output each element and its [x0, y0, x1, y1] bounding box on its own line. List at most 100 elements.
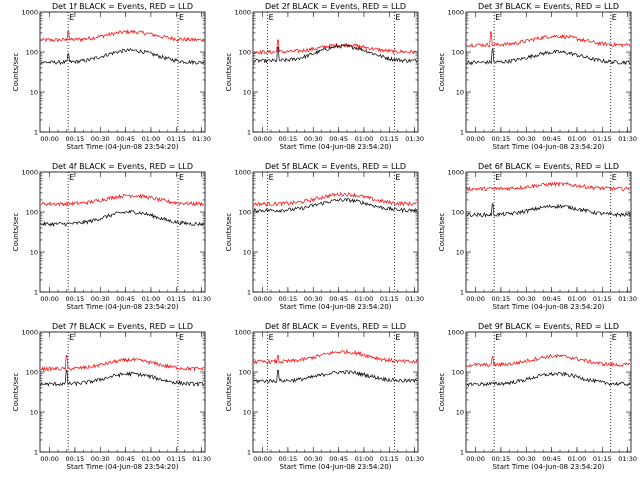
series-line-lld [466, 181, 631, 192]
y-tick-label: 1000 [234, 168, 251, 176]
y-tick-label: 10 [456, 248, 464, 256]
x-tick-label: 01:15 [380, 455, 399, 463]
chart-title: Det 5f BLACK = Events, RED = LLD [265, 162, 406, 171]
y-axis-label: Counts/sec [225, 213, 233, 252]
y-axis-label: Counts/sec [438, 53, 446, 92]
x-tick-label: 01:00 [142, 135, 161, 143]
x-tick-label: 01:15 [593, 455, 612, 463]
marker-label: E [269, 173, 274, 182]
x-tick-label: 00:15 [66, 295, 85, 303]
series-line-events [40, 209, 205, 228]
series-line-events [466, 203, 631, 218]
x-tick-label: 00:00 [253, 455, 272, 463]
y-tick-label: 10 [456, 88, 464, 96]
x-axis-label: Start Time (04-Jun-08 23:54:20) [280, 143, 392, 151]
chart-title: Det 1f BLACK = Events, RED = LLD [52, 2, 193, 11]
x-tick-label: 00:00 [466, 135, 485, 143]
chart-panel-5: Det 5f BLACK = Events, RED = LLD 1 10 100 10… [225, 162, 424, 311]
chart-title: Det 9f BLACK = Events, RED = LLD [478, 322, 619, 331]
series-line-lld [466, 31, 631, 48]
x-tick-label: 00:00 [253, 295, 272, 303]
x-tick-label: 00:45 [116, 295, 135, 303]
x-tick-label: 00:30 [91, 135, 110, 143]
marker-label: E [269, 13, 274, 22]
y-tick-label: 1 [460, 288, 464, 296]
y-tick-label: 1 [460, 448, 464, 456]
marker-label: E [269, 333, 274, 342]
x-axis-label: Start Time (04-Jun-08 23:54:20) [280, 303, 392, 311]
series-line-lld [253, 191, 417, 207]
series-line-events [40, 369, 205, 388]
plot-frame [252, 331, 419, 453]
x-tick-label: 00:00 [466, 455, 485, 463]
y-tick-label: 1000 [447, 328, 464, 336]
plot-frame [252, 171, 419, 293]
x-tick-label: 00:30 [91, 455, 110, 463]
plot-frame [465, 11, 632, 133]
x-tick-label: 00:30 [304, 135, 323, 143]
series-line-lld [253, 39, 418, 55]
x-tick-label: 01:30 [618, 295, 637, 303]
marker-label: E [69, 333, 74, 342]
y-tick-label: 100 [452, 48, 464, 56]
x-tick-label: 01:00 [142, 295, 161, 303]
y-tick-label: 100 [26, 368, 38, 376]
series-line-events [466, 371, 631, 387]
x-tick-label: 01:30 [405, 455, 424, 463]
x-tick-label: 00:45 [116, 135, 135, 143]
x-tick-label: 00:00 [40, 295, 59, 303]
x-tick-label: 01:15 [593, 135, 612, 143]
y-tick-label: 10 [30, 408, 38, 416]
x-tick-label: 00:00 [466, 295, 485, 303]
marker-label: E [179, 333, 184, 342]
x-tick-label: 01:30 [192, 295, 211, 303]
x-tick-label: 00:15 [492, 135, 511, 143]
x-tick-label: 00:15 [66, 455, 85, 463]
x-tick-label: 01:00 [142, 455, 161, 463]
y-axis-label: Counts/sec [12, 373, 20, 412]
x-tick-label: 00:30 [517, 295, 536, 303]
x-tick-label: 01:15 [167, 455, 186, 463]
x-tick-label: 00:30 [304, 455, 323, 463]
y-tick-label: 100 [239, 368, 251, 376]
series-line-events [466, 48, 631, 66]
chart-panel-9: Det 9f BLACK = Events, RED = LLD 1 10 100 10… [438, 322, 637, 471]
x-tick-label: 01:30 [405, 295, 424, 303]
x-tick-label: 01:15 [380, 295, 399, 303]
y-tick-label: 10 [30, 248, 38, 256]
y-tick-label: 1000 [447, 8, 464, 16]
marker-label: E [395, 13, 400, 22]
x-tick-label: 01:00 [568, 455, 587, 463]
x-tick-label: 01:30 [405, 135, 424, 143]
marker-label: E [612, 333, 617, 342]
series-line-lld [253, 348, 418, 365]
chart-title: Det 8f BLACK = Events, RED = LLD [265, 322, 406, 331]
y-tick-label: 1000 [234, 8, 251, 16]
x-tick-label: 00:45 [542, 135, 561, 143]
x-tick-label: 00:00 [40, 455, 59, 463]
y-tick-label: 100 [239, 48, 251, 56]
series-line-lld [40, 355, 205, 373]
y-axis-label: Counts/sec [438, 213, 446, 252]
marker-label: E [495, 13, 500, 22]
x-axis-label: Start Time (04-Jun-08 23:54:20) [67, 143, 179, 151]
x-tick-label: 00:30 [517, 455, 536, 463]
x-tick-label: 00:00 [40, 135, 59, 143]
x-tick-label: 01:00 [355, 295, 374, 303]
x-tick-label: 01:15 [593, 295, 612, 303]
y-axis-label: Counts/sec [225, 373, 233, 412]
y-axis-label: Counts/sec [12, 213, 20, 252]
y-tick-label: 1000 [21, 168, 38, 176]
marker-label: E [179, 173, 184, 182]
series-line-events [253, 43, 418, 64]
x-axis-label: Start Time (04-Jun-08 23:54:20) [493, 143, 605, 151]
x-axis-label: Start Time (04-Jun-08 23:54:20) [67, 463, 179, 471]
x-axis-label: Start Time (04-Jun-08 23:54:20) [67, 303, 179, 311]
x-tick-label: 01:30 [618, 135, 637, 143]
marker-label: E [495, 333, 500, 342]
chart-title: Det 6f BLACK = Events, RED = LLD [478, 162, 619, 171]
x-axis-label: Start Time (04-Jun-08 23:54:20) [280, 463, 392, 471]
x-tick-label: 00:00 [253, 135, 272, 143]
chart-panel-3: Det 3f BLACK = Events, RED = LLD 1 10 100 10… [438, 2, 637, 151]
